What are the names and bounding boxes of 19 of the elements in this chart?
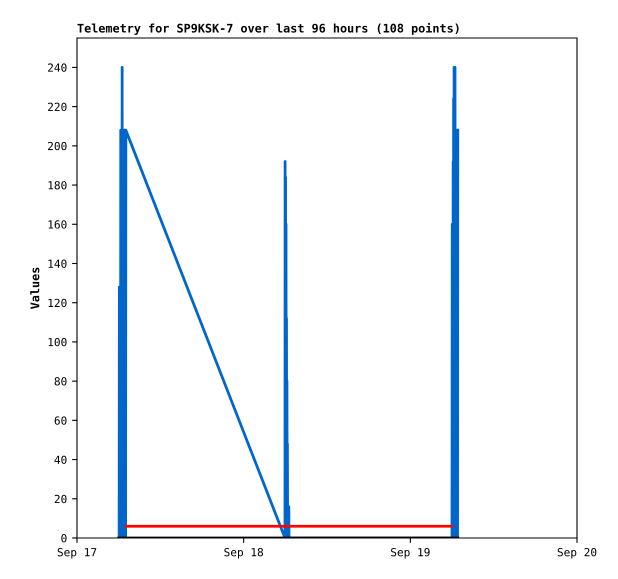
- x-tick-label: Sep 20: [558, 548, 596, 559]
- y-tick-label: 40: [54, 456, 67, 464]
- y-tick-label: 180: [48, 181, 67, 190]
- y-tick-label: 0: [61, 534, 67, 542]
- x-tick-label: Sep 18: [224, 548, 264, 559]
- chart-title: Telemetry for SP9KSK-7 over last 96 hours (108 points): [78, 22, 459, 35]
- y-tick-label: 120: [48, 298, 67, 308]
- x-tick-label: Sep 17: [58, 548, 96, 559]
- y-tick-label: 200: [48, 142, 67, 150]
- x-tick-label: Sep 19: [391, 548, 430, 559]
- y-tick-label: 60: [54, 416, 67, 425]
- y-tick-label: 140: [48, 259, 67, 268]
- y-tick-label: 100: [48, 338, 67, 346]
- y-tick-label: 20: [54, 494, 67, 504]
- y-tick-label: 240: [48, 63, 67, 72]
- y-tick-label: 160: [48, 220, 67, 229]
- y-tick-label: 80: [54, 377, 67, 386]
- y-tick-label: 220: [48, 102, 67, 112]
- y-axis-title: Values: [30, 268, 40, 309]
